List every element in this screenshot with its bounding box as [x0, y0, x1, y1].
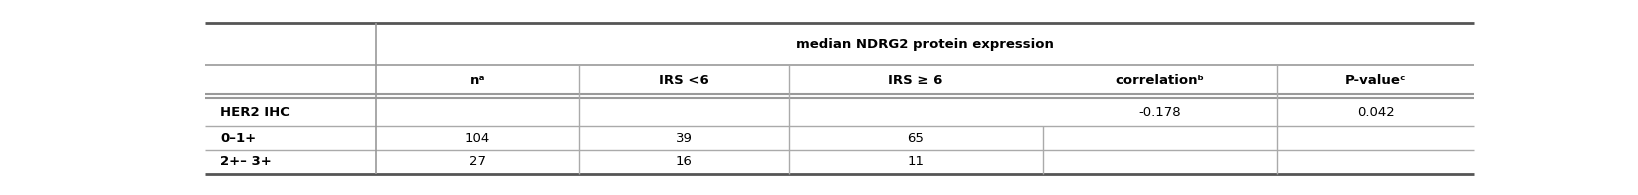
Text: 16: 16: [675, 155, 693, 168]
Text: 39: 39: [675, 132, 693, 145]
Text: 0–1+: 0–1+: [219, 132, 256, 145]
Text: P-valueᶜ: P-valueᶜ: [1345, 74, 1407, 87]
Text: nᵃ: nᵃ: [470, 74, 485, 87]
Text: 11: 11: [907, 155, 924, 168]
Text: 27: 27: [468, 155, 486, 168]
Text: IRS <6: IRS <6: [658, 74, 709, 87]
Text: 0.042: 0.042: [1356, 106, 1394, 119]
Text: correlationᵇ: correlationᵇ: [1115, 74, 1204, 87]
Text: 104: 104: [465, 132, 490, 145]
Text: -0.178: -0.178: [1138, 106, 1181, 119]
Text: 65: 65: [907, 132, 924, 145]
Text: IRS ≥ 6: IRS ≥ 6: [888, 74, 943, 87]
Text: 2+– 3+: 2+– 3+: [219, 155, 272, 168]
Text: median NDRG2 protein expression: median NDRG2 protein expression: [796, 38, 1055, 51]
Text: HER2 IHC: HER2 IHC: [219, 106, 290, 119]
